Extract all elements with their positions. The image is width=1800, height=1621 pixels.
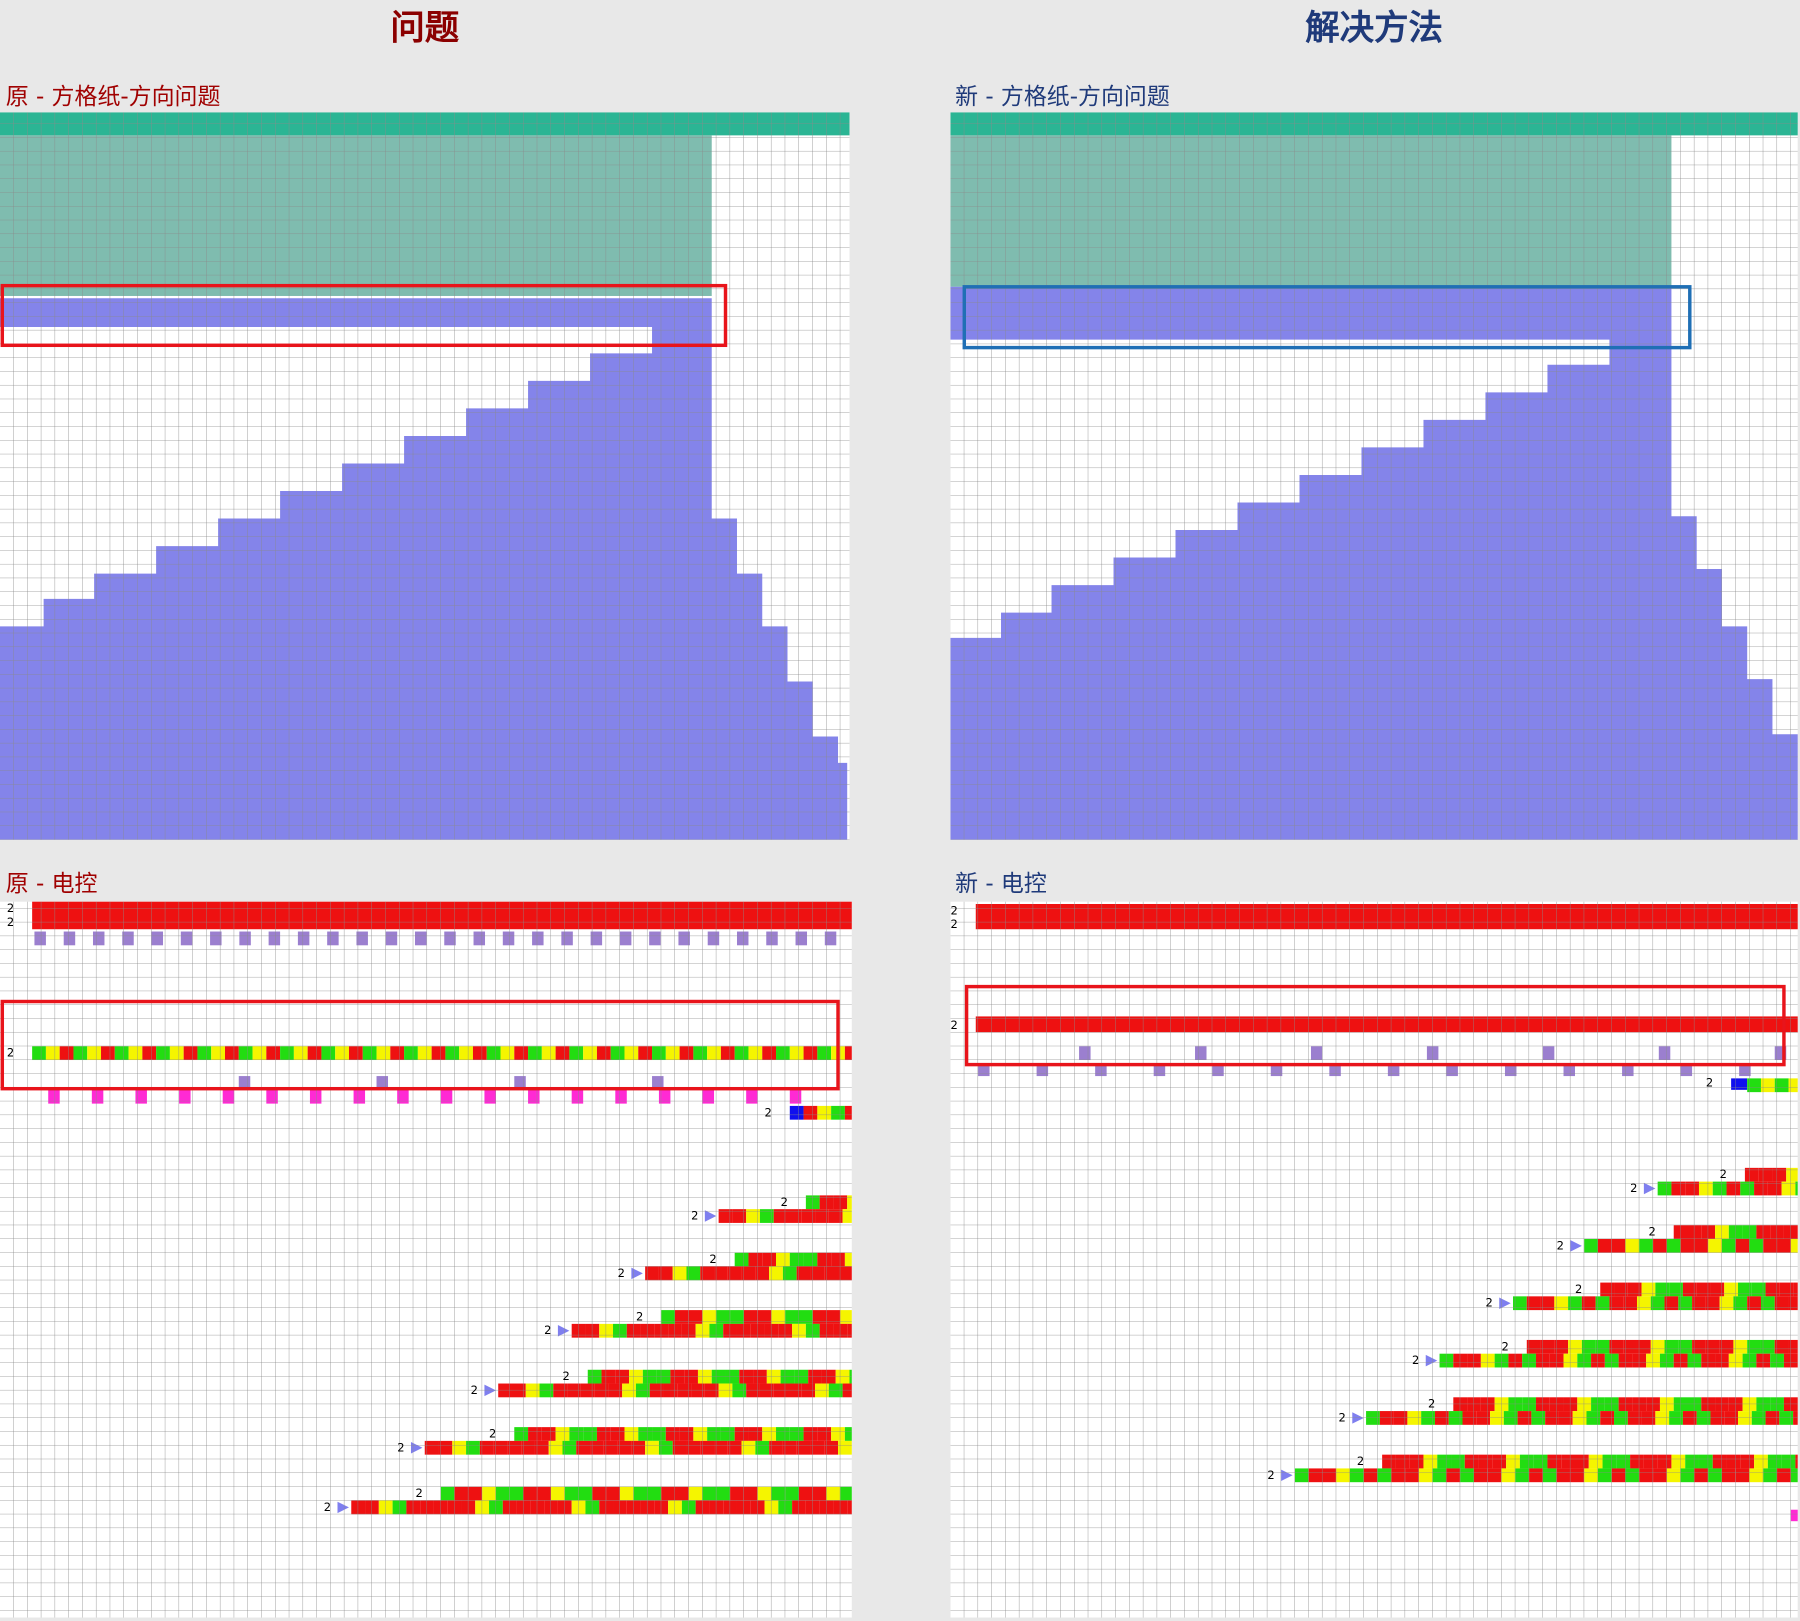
row-label: 2 [1428,1397,1435,1411]
row-label: 2 [709,1252,716,1266]
row-label: 2 [1412,1353,1419,1367]
panel-title: 新 - 方格纸-方向问题 [955,84,1170,110]
row-label: 2 [951,1018,958,1032]
row-label: 2 [544,1323,551,1337]
row-label: 2 [765,1105,772,1119]
row-label: 2 [1357,1454,1364,1468]
row-label: 2 [1485,1296,1492,1310]
row-label: 2 [471,1383,478,1397]
solution-heading: 解决方法 [1305,8,1443,48]
row-label: 2 [7,901,14,915]
grid-lines [0,901,852,1618]
panel-title: 新 - 电控 [955,871,1047,897]
row-label: 2 [1630,1181,1637,1195]
highlight-box [0,999,840,1091]
row-label: 2 [1706,1075,1713,1089]
row-label: 2 [1502,1339,1509,1353]
highlight-box [962,285,1692,350]
row-label: 2 [636,1309,643,1323]
row-label: 2 [618,1266,625,1280]
row-label: 2 [1575,1282,1582,1296]
row-label: 2 [7,1046,14,1060]
row-label: 2 [563,1369,570,1383]
panel-title: 原 - 方格纸-方向问题 [6,84,221,110]
panel-title: 原 - 电控 [6,871,98,897]
row-label: 2 [691,1209,698,1223]
highlight-box [964,984,1786,1067]
row-label: 2 [951,917,958,931]
row-label: 2 [416,1486,423,1500]
grid-lines [950,901,1798,1618]
row-label: 2 [1339,1410,1346,1424]
grid-lines [950,112,1798,840]
row-label: 2 [1557,1238,1564,1252]
row-label: 2 [1720,1167,1727,1181]
highlight-box [0,283,728,348]
row-label: 2 [781,1195,788,1209]
row-label: 2 [1267,1468,1274,1482]
row-label: 2 [324,1500,331,1514]
row-label: 2 [397,1440,404,1454]
row-labels: 2 2 2 2 2 2 2 2 2 2 2 2 2 2 2 2 2 2 2 2 2 2 2 2 2 2 2 2 2 2 2 2 [7,901,1727,1514]
problem-heading: 问题 [390,8,459,48]
row-label: 2 [1648,1225,1655,1239]
row-label: 2 [951,903,958,917]
grid-lines [0,112,850,840]
row-label: 2 [489,1427,496,1441]
row-label: 2 [7,915,14,929]
